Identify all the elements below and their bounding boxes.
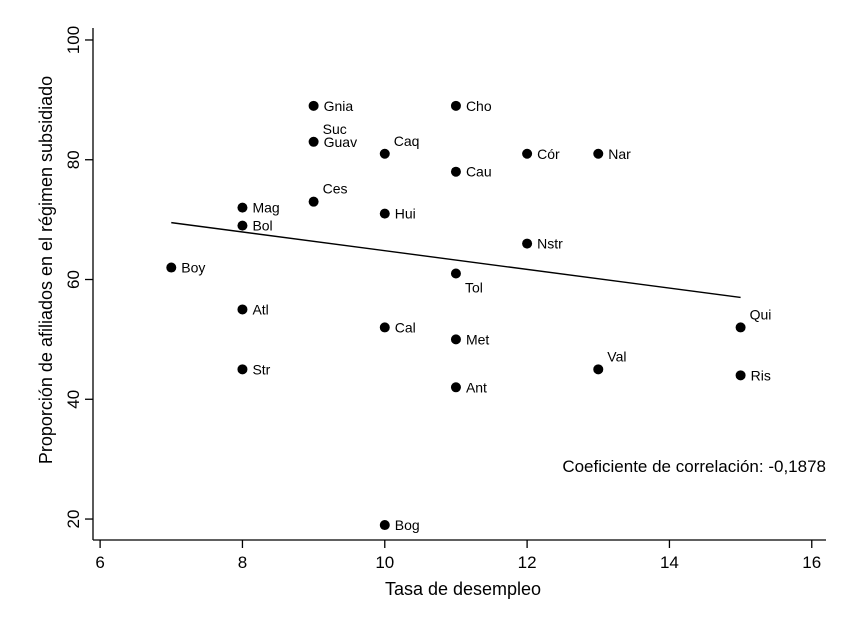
point-label: Cho [466, 98, 492, 114]
data-point [451, 382, 461, 392]
x-tick-label: 6 [95, 553, 104, 572]
point-label: Ris [751, 367, 771, 383]
data-point [522, 239, 532, 249]
point-label: Atl [252, 301, 268, 317]
data-point [237, 304, 247, 314]
point-label: Ant [466, 379, 487, 395]
data-point [309, 137, 319, 147]
point-label: Tol [465, 280, 483, 296]
point-label: Val [607, 348, 626, 364]
x-tick-label: 12 [518, 553, 537, 572]
fit-line-group [171, 223, 740, 298]
x-tick-label: 14 [660, 553, 679, 572]
data-point [451, 269, 461, 279]
x-tick-label: 8 [238, 553, 247, 572]
point-label: Ces [323, 181, 348, 197]
x-tick-label: 16 [802, 553, 821, 572]
point-label: Caq [394, 133, 420, 149]
data-point [380, 209, 390, 219]
data-point [237, 203, 247, 213]
point-label: Guav [324, 134, 357, 150]
data-point [593, 149, 603, 159]
data-point [451, 167, 461, 177]
x-axis-title: Tasa de desempleo [385, 579, 541, 599]
data-point [522, 149, 532, 159]
data-point [237, 364, 247, 374]
y-tick-label: 60 [64, 270, 83, 289]
y-tick-label: 80 [64, 150, 83, 169]
data-point [309, 197, 319, 207]
x-tick-label: 10 [375, 553, 394, 572]
data-point [451, 334, 461, 344]
data-point [736, 322, 746, 332]
data-point [166, 263, 176, 273]
point-label: Nar [608, 146, 631, 162]
data-point [380, 322, 390, 332]
point-label: Cau [466, 164, 492, 180]
data-point [593, 364, 603, 374]
point-label: Str [252, 361, 270, 377]
point-label: Gnia [324, 98, 354, 114]
correlation-annotation: Coeficiente de correlación: -0,1878 [562, 457, 826, 476]
x-axis: 6 8 10 12 14 16 [93, 540, 826, 572]
point-label: Bog [395, 517, 420, 533]
point-label: Met [466, 331, 489, 347]
point-label: Boy [181, 260, 205, 276]
point-label: Nstr [537, 236, 563, 252]
y-axis: 20 40 60 80 100 [64, 26, 93, 540]
data-point [237, 221, 247, 231]
y-tick-label: 40 [64, 390, 83, 409]
point-label: Cór [537, 146, 560, 162]
point-label: Mag [252, 200, 279, 216]
point-label: Hui [395, 206, 416, 222]
data-point [736, 370, 746, 380]
data-point [380, 520, 390, 530]
y-tick-label: 20 [64, 510, 83, 529]
point-label: Bol [252, 218, 272, 234]
point-label: Qui [750, 306, 772, 322]
point-label: Cal [395, 319, 416, 335]
data-point [380, 149, 390, 159]
y-axis-title: Proporción de afiliados en el régimen su… [36, 76, 56, 464]
data-point [309, 101, 319, 111]
y-tick-label: 100 [64, 26, 83, 54]
data-point [451, 101, 461, 111]
fit-line [171, 223, 740, 298]
